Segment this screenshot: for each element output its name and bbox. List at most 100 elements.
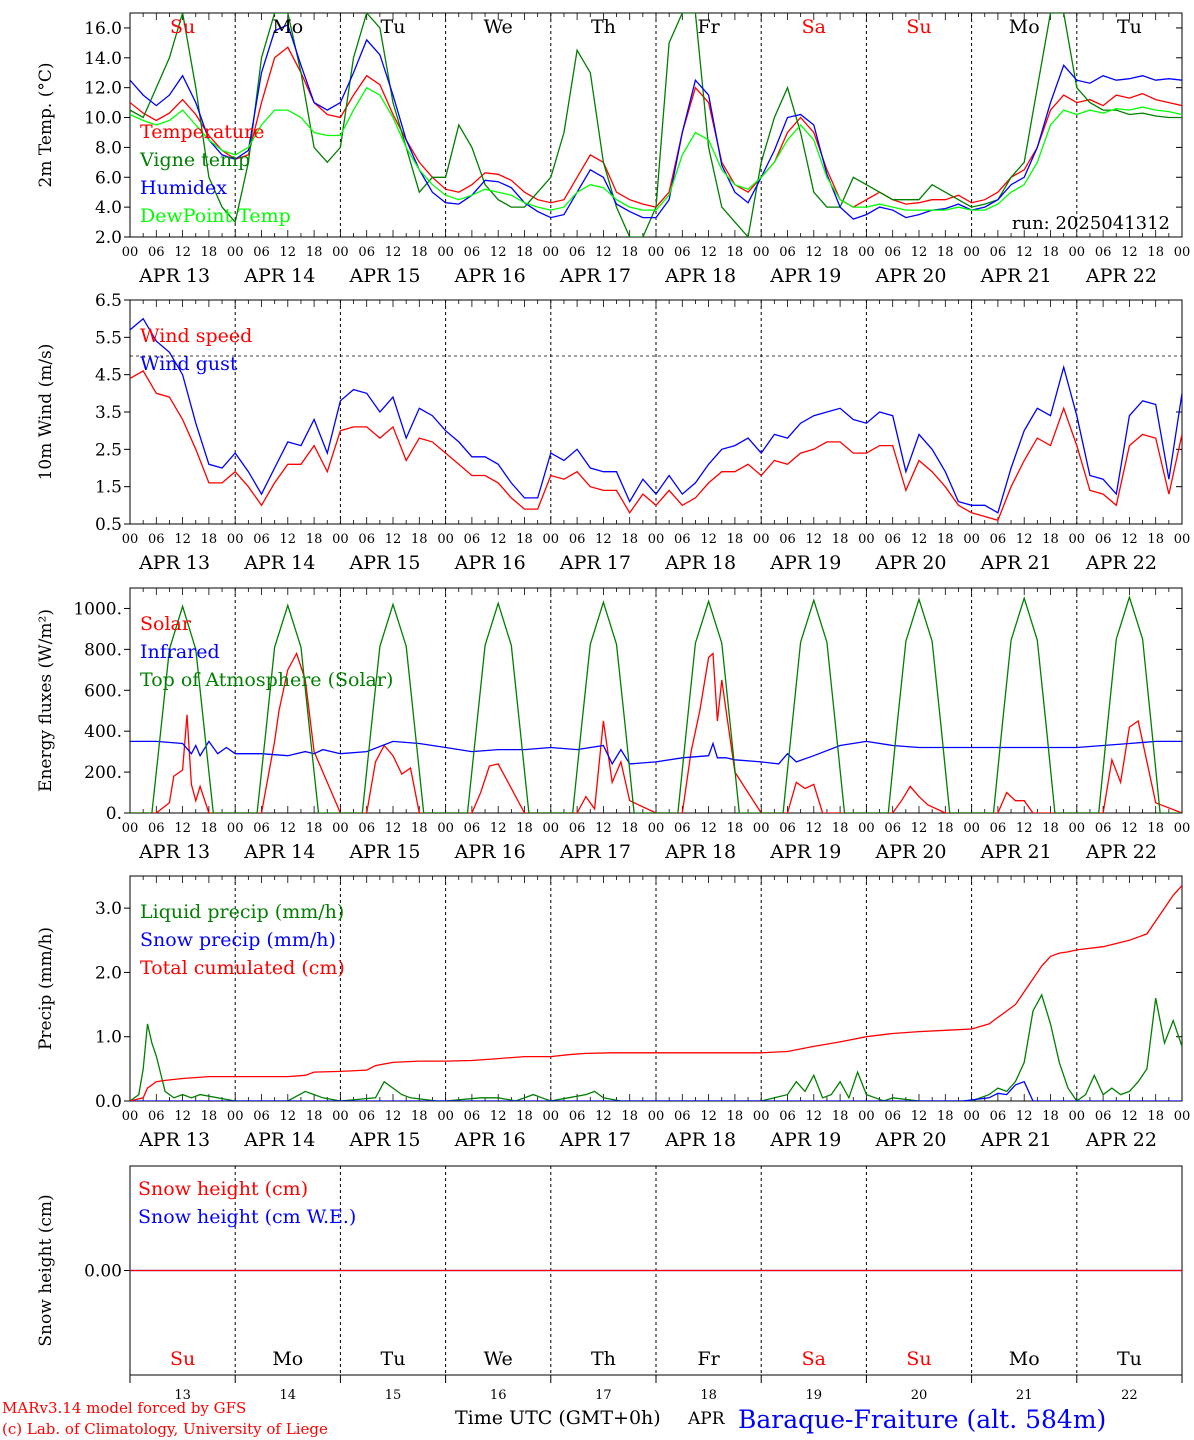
x-hour-label: 06 xyxy=(464,532,481,547)
x-hour-label: 18 xyxy=(937,245,954,260)
x-hour-label: 12 xyxy=(385,821,402,836)
day-name-label: Th xyxy=(591,1348,616,1370)
x-hour-label: 06 xyxy=(253,532,270,547)
x-hour-label: 06 xyxy=(990,245,1007,260)
x-hour-label: 18 xyxy=(621,821,638,836)
legend-entry: Solar xyxy=(140,613,192,635)
y-tick-label: 4.5 xyxy=(95,366,122,386)
x-date-label: APR 16 xyxy=(454,1129,526,1151)
series-line-top-of-atmosphere-solar- xyxy=(130,595,1182,813)
x-hour-label: 12 xyxy=(806,532,823,547)
x-hour-label: 18 xyxy=(516,245,533,260)
series-line-snow-precip-mm-h- xyxy=(130,1080,1182,1101)
x-hour-label: 06 xyxy=(779,1109,796,1124)
x-hour-label: 06 xyxy=(990,532,1007,547)
x-hour-label: 00 xyxy=(963,1109,980,1124)
x-hour-label: 00 xyxy=(437,1109,454,1124)
x-date-label: APR 13 xyxy=(138,841,210,863)
x-hour-label: 18 xyxy=(1147,532,1164,547)
x-hour-label: 12 xyxy=(700,1109,717,1124)
x-hour-label: 18 xyxy=(621,532,638,547)
x-hour-label: 00 xyxy=(543,532,560,547)
x-date-label: APR 14 xyxy=(243,552,315,574)
legend-entry: Liquid precip (mm/h) xyxy=(140,901,344,923)
x-hour-label: 12 xyxy=(806,1109,823,1124)
y-axis-label: Energy fluxes (W/m²) xyxy=(36,609,56,792)
x-hour-label: 06 xyxy=(884,245,901,260)
x-hour-label: 06 xyxy=(569,245,586,260)
x-hour-label: 12 xyxy=(174,532,191,547)
day-name-label: We xyxy=(484,1348,513,1370)
x-hour-label: 00 xyxy=(1069,532,1086,547)
y-tick-label: 200. xyxy=(84,763,122,783)
day-name-label: Su xyxy=(170,16,195,38)
x-hour-label: 00 xyxy=(1174,1109,1191,1124)
y-tick-label: 4.0 xyxy=(95,198,122,218)
x-hour-label: 00 xyxy=(648,532,665,547)
x-date-label: APR 16 xyxy=(454,265,526,287)
day-name-label: Tu xyxy=(381,1348,406,1370)
footer-month-label: APR xyxy=(687,1409,726,1429)
x-hour-label: 06 xyxy=(569,532,586,547)
y-tick-label: 6.5 xyxy=(95,291,122,311)
y-tick-label: 2.0 xyxy=(95,963,122,983)
x-hour-label: 18 xyxy=(727,1109,744,1124)
y-tick-label: 800. xyxy=(84,640,122,660)
series-group xyxy=(130,595,1182,813)
x-hour-label: 00 xyxy=(648,821,665,836)
x-hour-label: 00 xyxy=(648,1109,665,1124)
footer-time-axis-label: Time UTC (GMT+0h) xyxy=(455,1407,661,1429)
legend-entry: Snow height (cm W.E.) xyxy=(138,1206,356,1228)
x-hour-label: 00 xyxy=(858,245,875,260)
series-line-wind-gust xyxy=(130,317,1182,514)
x-hour-label: 00 xyxy=(332,821,349,836)
x-hour-label: 12 xyxy=(1121,821,1138,836)
x-hour-label: 06 xyxy=(358,1109,375,1124)
x-date-label: APR 14 xyxy=(243,265,315,287)
series-line-liquid-precip-mm-h- xyxy=(130,993,1182,1101)
y-axis-label: Precip (mm/h) xyxy=(36,927,56,1050)
x-hour-label: 12 xyxy=(700,532,717,547)
plot-frame xyxy=(129,299,1183,525)
x-hour-label: 06 xyxy=(884,821,901,836)
x-date-label: APR 19 xyxy=(769,841,841,863)
series-line-infrared xyxy=(130,740,1182,766)
x-hour-label: 12 xyxy=(911,821,928,836)
x-hour-label: 12 xyxy=(595,821,612,836)
x-hour-label: 00 xyxy=(122,1109,139,1124)
day-name-label: Sa xyxy=(802,16,826,38)
x-date-label: APR 16 xyxy=(454,841,526,863)
y-axis-label: 10m Wind (m/s) xyxy=(36,344,56,481)
x-hour-label: 06 xyxy=(1095,821,1112,836)
x-date-label: APR 15 xyxy=(348,1129,420,1151)
x-hour-label: 06 xyxy=(148,245,165,260)
x-hour-label: 00 xyxy=(437,532,454,547)
x-hour-label: 18 xyxy=(516,1109,533,1124)
x-hour-label: 12 xyxy=(911,245,928,260)
x-hour-label: 00 xyxy=(858,821,875,836)
x-hour-label: 18 xyxy=(1042,1109,1059,1124)
x-hour-label: 06 xyxy=(464,245,481,260)
x-hour-label: 00 xyxy=(122,532,139,547)
x-hour-label: 06 xyxy=(779,821,796,836)
x-hour-label: 00 xyxy=(122,821,139,836)
x-date-label: APR 17 xyxy=(559,1129,631,1151)
panel-temperature: 2.0 4.0 6.0 8.0 10.0 12.0 14.0 16.0 2m Temp. (°C… xyxy=(36,12,1190,287)
y-tick-label: 12.0 xyxy=(84,79,122,99)
x-hour-label: 06 xyxy=(148,1109,165,1124)
x-date-label: APR 14 xyxy=(243,1129,315,1151)
legend-entry: Wind speed xyxy=(140,325,252,347)
x-date-label: APR 13 xyxy=(138,552,210,574)
y-axis-label: 2m Temp. (°C) xyxy=(36,62,56,187)
x-hour-label: 00 xyxy=(1174,821,1191,836)
y-tick-label: 3.0 xyxy=(95,899,122,919)
x-hour-label: 12 xyxy=(174,821,191,836)
x-date-label: APR 13 xyxy=(138,265,210,287)
y-tick-label: 3.5 xyxy=(95,403,122,423)
x-hour-label: 18 xyxy=(621,245,638,260)
legend-entry: DewPoint Temp xyxy=(140,205,291,227)
y-axis-label: Snow height (cm) xyxy=(36,1194,56,1346)
x-date-label: APR 18 xyxy=(664,1129,736,1151)
series-group xyxy=(130,13,1182,237)
x-hour-label: 00 xyxy=(1069,245,1086,260)
